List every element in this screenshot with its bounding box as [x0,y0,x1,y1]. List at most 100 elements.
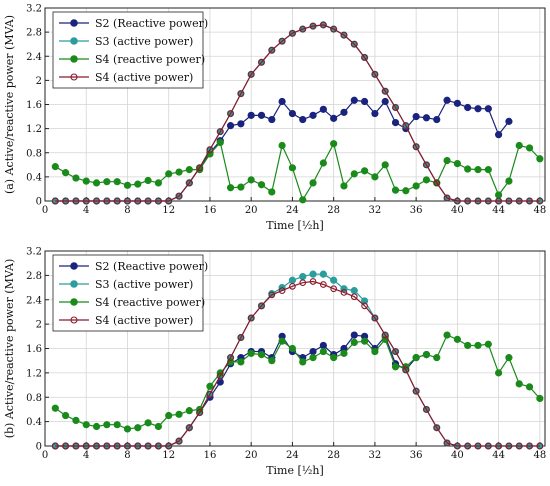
y-tick-label: 0 [36,197,42,208]
data-point [433,179,441,187]
data-point [103,421,111,429]
data-point [62,442,69,450]
series-line [55,280,540,447]
data-point [495,131,503,139]
data-point [113,178,121,186]
data-point [360,297,369,305]
data-point [216,372,224,380]
data-point [495,191,503,199]
x-tick-label: 12 [162,450,175,461]
data-point [237,183,245,191]
y-tick-label: 2.8 [26,28,42,39]
data-point [423,406,430,413]
data-point [175,410,183,418]
x-tick-label: 8 [124,450,130,461]
data-point [319,341,327,350]
data-point [206,390,214,398]
x-tick-label: 20 [245,205,258,216]
data-point [402,187,410,195]
y-tick-label: 2 [36,320,42,331]
data-point [309,270,317,278]
data-point [299,115,307,124]
data-point [505,442,513,450]
legend: S2 (Reactive power) S3 (active power) S4 (… [52,11,208,89]
chart-panel-1: 0 4 8 12 16 20 24 28 32 36 40 44 4800.40.81.21.622.4… [3,4,546,233]
data-point [515,197,523,205]
x-tick-label: 32 [369,450,382,461]
data-point [237,120,245,128]
data-point [474,105,482,113]
data-point [350,170,358,178]
data-point [495,442,502,450]
data-point [330,140,338,148]
data-point [350,40,358,48]
data-point [165,442,173,450]
y-axis-label: (b) Active/reactive power (MVA) [3,259,16,439]
series-line [55,24,540,202]
data-point [226,184,235,192]
data-point [515,442,523,450]
data-point [268,46,276,54]
data-point [309,22,317,30]
data-point [464,197,472,205]
data-point [258,58,265,66]
x-tick-label: 32 [369,205,382,216]
data-point [391,186,400,194]
data-point [175,192,183,200]
data-point [443,96,451,104]
x-tick-label: 24 [286,205,299,216]
data-point [484,166,492,174]
x-tick-label: 0 [42,205,48,216]
data-point [330,354,338,362]
data-point [144,419,152,427]
data-point [299,25,307,33]
data-point [526,197,533,205]
data-point [226,122,235,130]
x-tick-label: 4 [83,450,89,461]
data-point [381,87,389,95]
data-point [144,197,152,205]
data-point [51,163,59,171]
data-point [422,114,431,122]
data-point [72,174,80,182]
data-point [62,169,70,177]
y-tick-label: 3.2 [26,247,42,258]
data-point [360,167,369,175]
data-point [454,197,461,205]
chart-panel-2: 0 4 8 12 16 20 24 28 32 36 40 44 4800.40.81.21.622.4… [3,247,546,478]
x-tick-label: 28 [327,450,340,461]
data-point [340,349,348,357]
data-point [371,314,379,322]
legend-marker [70,19,78,27]
data-point [72,197,80,205]
data-point [237,90,245,97]
x-tick-label: 36 [410,205,423,216]
data-point [433,354,441,362]
data-point [93,442,100,450]
data-point [227,110,234,117]
data-point [526,442,533,450]
data-point [443,156,451,165]
data-point [247,314,255,322]
data-point [185,179,193,187]
y-tick-label: 1.6 [26,100,42,111]
series-line [55,334,427,447]
data-point [72,442,80,450]
data-point [289,282,296,290]
y-tick-label: 2.4 [26,295,42,306]
data-point [165,197,173,205]
data-point [299,196,307,204]
data-point [288,109,297,118]
data-point [340,289,348,296]
data-point [443,194,451,202]
series-3 [51,138,544,204]
series-1 [51,96,513,205]
data-point [474,442,482,450]
legend: S2 (Reactive power) S3 (active power) S4 (… [52,254,208,332]
data-point [123,181,132,189]
data-point [247,349,255,357]
data-point [453,160,461,168]
data-point [227,354,234,361]
series-line [54,334,541,430]
data-point [247,176,255,184]
